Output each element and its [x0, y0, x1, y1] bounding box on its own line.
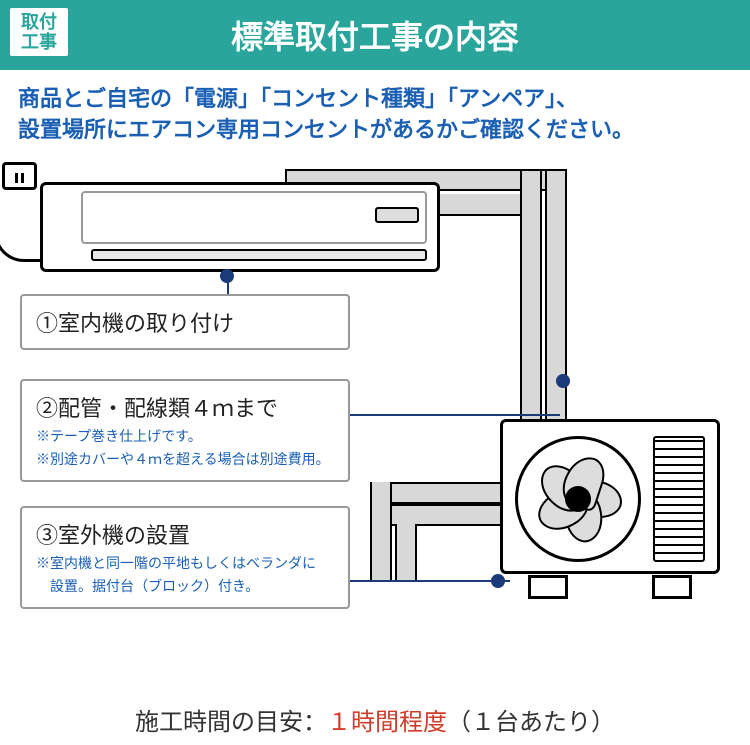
callout-note: ※室内機と同一階の平地もしくはベランダに — [36, 554, 334, 574]
indoor-indicator — [375, 207, 419, 223]
callout-piping: ②配管・配線類４ｍまで ※テープ巻き仕上げです。 ※別途カバーや４ｍを超える場合… — [20, 379, 350, 482]
callout-title: ②配管・配線類４ｍまで — [36, 391, 334, 423]
callout-note: ※別途カバーや４ｍを超える場合は別途費用。 — [36, 450, 334, 470]
duration-label: 施工時間の目安： — [135, 709, 327, 736]
outlet-icon — [2, 162, 37, 190]
callout-title: ③室外機の設置 — [36, 518, 334, 550]
duration-note: 施工時間の目安：１時間程度（１台あたり） — [0, 694, 750, 737]
intro-line1: 商品とご自宅の「電源」「コンセント種類」「アンペア」、 — [18, 84, 732, 115]
fan-hub — [565, 486, 591, 512]
duration-value: １時間程度 — [327, 709, 447, 736]
outdoor-vent — [653, 436, 705, 562]
callout-note: ※テープ巻き仕上げです。 — [36, 427, 334, 447]
indoor-vent — [91, 249, 427, 261]
mounting-block — [528, 575, 568, 599]
callout-title: ①室内機の取り付け — [36, 306, 334, 338]
badge-line1: 取付 — [10, 12, 68, 32]
pipe-segment — [395, 524, 417, 582]
indoor-unit — [40, 182, 440, 272]
outdoor-unit — [500, 419, 720, 574]
leader-line — [350, 580, 510, 582]
duration-suffix: （１台あたり） — [447, 709, 615, 736]
header-bar: 取付 工事 標準取付工事の内容 — [0, 0, 750, 70]
leader-line — [350, 414, 560, 416]
intro-text: 商品とご自宅の「電源」「コンセント種類」「アンペア」、 設置場所にエアコン専用コ… — [0, 70, 750, 154]
pipe-segment — [370, 482, 392, 582]
mounting-block — [652, 575, 692, 599]
power-plug-icon — [2, 162, 40, 252]
callout-indoor: ①室内機の取り付け — [20, 294, 350, 350]
fan-icon — [515, 436, 641, 562]
header-title: 標準取付工事の内容 — [231, 19, 519, 55]
callout-note: 設置。据付台（ブロック）付き。 — [36, 577, 334, 597]
badge-line2: 工事 — [10, 32, 68, 52]
installation-badge: 取付 工事 — [10, 8, 68, 56]
intro-line2: 設置場所にエアコン専用コンセントがあるかご確認ください。 — [18, 115, 732, 146]
power-cord — [0, 190, 42, 262]
callout-outdoor: ③室外機の設置 ※室内機と同一階の平地もしくはベランダに 設置。据付台（ブロック… — [20, 506, 350, 609]
installation-diagram: ①室内機の取り付け ②配管・配線類４ｍまで ※テープ巻き仕上げです。 ※別途カバ… — [0, 154, 750, 694]
leader-dot — [556, 374, 570, 388]
